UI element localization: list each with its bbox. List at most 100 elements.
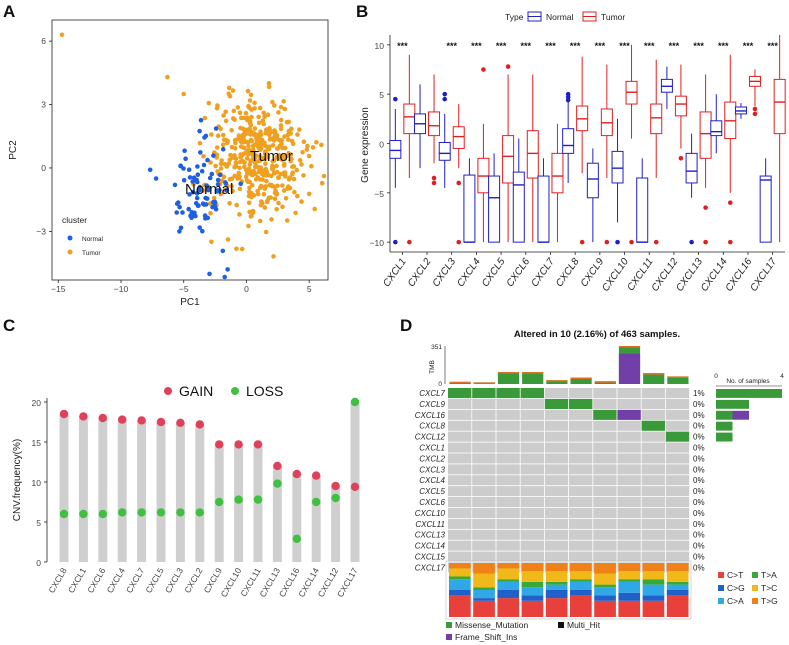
variant-legend-label: Missense_Mutation [455, 620, 529, 630]
titv-segment [521, 595, 544, 601]
pca-legend-normal-dot [67, 235, 73, 241]
pca-point-tumor [250, 208, 256, 214]
box-x-tick-label: CXCL8 [554, 256, 582, 289]
cnv-loss-cxcl8 [59, 509, 69, 519]
oncoplot-percent: 0% [693, 411, 705, 420]
oncoplot-cell [496, 497, 520, 508]
cnv-loss-cxcl10 [234, 495, 243, 504]
pca-point-tumor [276, 200, 281, 206]
oncoplot-cell [520, 464, 544, 475]
oncoplot-gene-label: CXCL10 [415, 509, 446, 518]
oncoplot-cell [472, 398, 496, 409]
pca-point-tumor [263, 149, 268, 154]
box-normal-cxcl17-box [759, 175, 772, 243]
box-normal-cxcl10 [611, 118, 624, 245]
titv-segment [594, 600, 616, 617]
oncoplot-cell [593, 518, 617, 529]
box-normal-cxcl3-outlier [442, 96, 448, 102]
pca-point-tumor [234, 246, 239, 252]
pca-x-label: PC1 [180, 297, 200, 308]
pca-point-tumor [260, 118, 266, 123]
oncoplot-cell [569, 529, 593, 540]
box-normal-cxcl3-box [438, 142, 451, 161]
oncoplot-cell [617, 475, 641, 486]
oncoplot-percent: 0% [693, 498, 705, 507]
panel-d-letter: D [400, 316, 412, 335]
pca-point-tumor [221, 137, 227, 143]
oncoplot-cell [569, 453, 593, 464]
pca-point-normal [195, 164, 200, 169]
oncoplot-cell [472, 475, 496, 486]
cnv-loss-cxcl7 [137, 508, 146, 517]
oncoplot-cell [472, 464, 496, 475]
titv-segment [570, 563, 592, 572]
oncoplot-cell [472, 507, 496, 518]
oncoplot-percent: 0% [693, 422, 705, 431]
box-significance-cxcl9: *** [595, 41, 606, 51]
titv-segment [594, 587, 616, 596]
pca-x-tick-label: −5 [179, 284, 189, 294]
pca-point-tumor [244, 127, 249, 133]
cnv-y-label: CNV.frequency(%) [12, 439, 23, 521]
oncoplot-cell [520, 529, 544, 540]
pca-point-tumor [281, 188, 287, 193]
cnv-loss-cxcl16 [292, 534, 301, 543]
oncoplot-cell [665, 551, 690, 562]
pca-points [59, 32, 327, 280]
pca-point-tumor [223, 109, 228, 115]
box-x-tick-label: CXCL6 [505, 256, 533, 289]
variant-legend-swatch [558, 622, 564, 628]
titv-legend-swatch [752, 572, 758, 578]
pca-point-tumor [248, 92, 254, 98]
oncoplot-cell [641, 518, 665, 529]
titv-segment [545, 598, 568, 617]
cnv-loss-cxcl1 [79, 509, 88, 519]
box-tumor-cxcl3-box [452, 126, 465, 149]
oncoplot-cell [617, 540, 641, 551]
pca-point-tumor [272, 171, 277, 176]
pca-point-normal [187, 175, 193, 180]
cnv-y-ticks: 0 5 10 15 20 [32, 398, 47, 568]
pca-point-normal [203, 202, 209, 207]
pca-point-normal [215, 182, 221, 187]
box-normal-cxcl13-outlier [689, 239, 694, 245]
oncoplot-percent: 0% [693, 444, 705, 453]
cnv-stem-cxcl6 [98, 418, 108, 562]
pca-point-tumor [242, 164, 247, 170]
titv-segment [449, 590, 471, 596]
pca-point-tumor [259, 171, 265, 176]
box-tumor-cxcl2-outlier [431, 175, 437, 181]
titv-segment [521, 581, 544, 588]
oncoplot-cell [569, 518, 593, 529]
pca-point-tumor [250, 152, 255, 157]
pca-point-tumor [271, 158, 277, 163]
pca-point-tumor [299, 162, 304, 167]
box-normal-cxcl13 [685, 133, 698, 245]
pca-point-tumor [238, 154, 243, 160]
oncoplot-cell [617, 529, 641, 540]
pca-point-tumor [265, 127, 271, 133]
titv-segment [545, 563, 568, 572]
box-normal-cxcl8 [562, 91, 575, 183]
box-normal-cxcl6 [512, 138, 525, 243]
pca-point-normal [209, 171, 215, 177]
panel-d: D Altered in 10 (2.16%) of 463 samples. … [400, 316, 784, 642]
tmb-bar-top [497, 372, 520, 374]
oncoplot-grid [448, 388, 690, 573]
tmb-axis-label: TMB [429, 360, 436, 374]
oncoplot-cell [617, 409, 641, 420]
oncoplot-cell [544, 409, 569, 420]
pca-point-tumor [283, 173, 288, 179]
pca-legend-tumor-dot [67, 249, 73, 255]
variant-legend: Missense_Mutation Multi_Hit Frame_Shift_In… [446, 620, 601, 642]
tmb-bar-missense [570, 377, 592, 384]
pca-point-tumor [264, 199, 270, 205]
box-normal-cxcl8-box [562, 128, 575, 154]
pca-point-tumor [237, 212, 242, 217]
oncoplot-cell [569, 540, 593, 551]
titv-segment [666, 590, 689, 596]
oncoplot-cell [665, 464, 690, 475]
titv-legend-label: T>G [761, 596, 778, 606]
pca-point-tumor [262, 205, 268, 210]
pca-point-tumor [241, 133, 247, 139]
